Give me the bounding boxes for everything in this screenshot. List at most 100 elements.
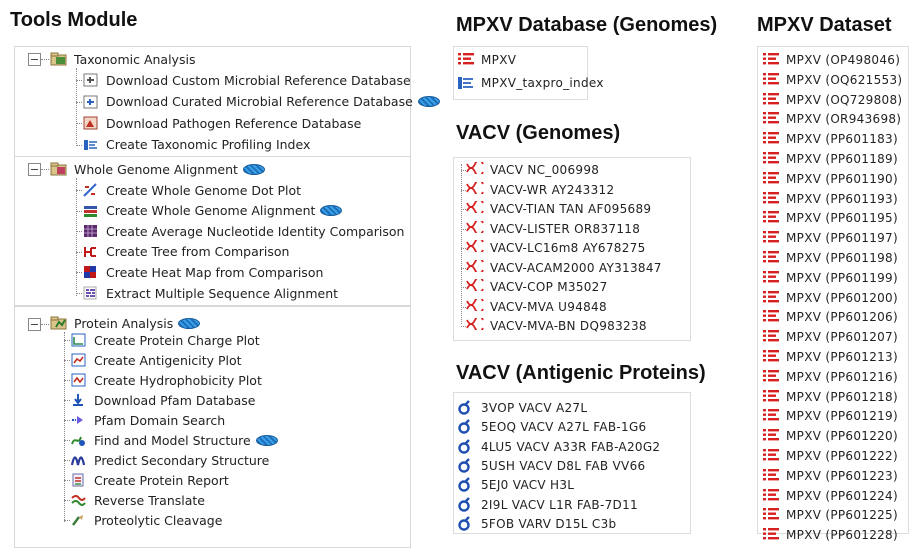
tool-item-find-and-model-structure[interactable]: Find and Model Structure [70,430,278,450]
item-label: MPXV (PP601195) [786,211,898,226]
dataset-item-mpxv-pp601190[interactable]: MPXV (PP601190) [762,169,898,189]
dataset-item-mpxv-pp601197[interactable]: MPXV (PP601197) [762,228,898,248]
vacv-antigenic-heading: VACV (Antigenic Proteins) [456,362,706,384]
dataset-item-mpxv-pp601200[interactable]: MPXV (PP601200) [762,288,898,308]
sequence-list-icon [762,448,780,464]
protein-item-5fob-varv-d15l-c3b[interactable]: 5FOB VARV D15L C3b [457,514,616,534]
dataset-item-mpxv-pp601189[interactable]: MPXV (PP601189) [762,149,898,169]
dataset-item-mpxv-pp601213[interactable]: MPXV (PP601213) [762,347,898,367]
tool-item-create-taxonomic-profiling-index[interactable]: Create Taxonomic Profiling Index [82,135,310,155]
download-database-icon [82,72,100,88]
genome-item-vacv-lister-or837118[interactable]: VACV-LISTER OR837118 [466,217,640,239]
tool-item-create-protein-report[interactable]: Create Protein Report [70,470,229,490]
item-label: VACV-WR AY243312 [490,182,615,197]
tool-label: Find and Model Structure [94,432,251,448]
vacv-genomes-heading: VACV (Genomes) [456,122,621,144]
dataset-item-mpxv-pp601193[interactable]: MPXV (PP601193) [762,189,898,209]
dataset-item-mpxv-oq729808[interactable]: MPXV (OQ729808) [762,90,902,110]
tool-item-download-curated-microbial-reference-database[interactable]: Download Curated Microbial Reference Dat… [82,92,440,112]
protein-item-3vop-vacv-a27l[interactable]: 3VOP VACV A27L [457,398,587,418]
tool-item-download-pathogen-reference-database[interactable]: Download Pathogen Reference Database [82,113,361,133]
genome-item-vacv-mva-bn-dq983238[interactable]: VACV-MVA-BN DQ983238 [466,315,647,336]
dataset-item-mpxv-pp601218[interactable]: MPXV (PP601218) [762,387,898,407]
dataset-item-mpxv-pp601183[interactable]: MPXV (PP601183) [762,129,898,149]
tool-item-download-pfam-database[interactable]: Download Pfam Database [70,390,256,410]
sequence-list-icon [762,329,780,345]
item-label: MPXV (PP601189) [786,152,898,166]
tool-item-predict-secondary-structure[interactable]: Predict Secondary Structure [70,450,269,470]
dataset-item-mpxv-pp601207[interactable]: MPXV (PP601207) [762,327,898,347]
item-label: VACV-MVA U94848 [490,299,607,314]
hydrophobicity-plot-icon [70,372,88,388]
dataset-item-mpxv-pp601216[interactable]: MPXV (PP601216) [762,367,898,387]
item-label: VACV-LC16m8 AY678275 [490,241,646,255]
protein-item-5eoq-vacv-a27l-fab-1g6[interactable]: 5EOQ VACV A27L FAB-1G6 [457,417,646,437]
collapse-toggle[interactable]: − [28,53,41,66]
item-label: MPXV (PP601218) [786,389,898,404]
genome-item-vacv-wr-ay243312[interactable]: VACV-WR AY243312 [466,178,615,200]
sequence-list-icon [762,171,780,187]
dataset-item-mpxv-pp601195[interactable]: MPXV (PP601195) [762,208,898,228]
tool-item-reverse-translate[interactable]: Reverse Translate [70,490,205,510]
genome-item-vacv-acam2000-ay313847[interactable]: VACV-ACAM2000 AY313847 [466,256,662,278]
sequence-list-icon [762,92,780,108]
taxonomic-index-icon [82,137,100,153]
db-item-mpxv[interactable]: MPXV [457,50,516,70]
dataset-item-mpxv-or943698[interactable]: MPXV (OR943698) [762,109,901,129]
tool-item-create-heat-map-from-comparison[interactable]: Create Heat Map from Comparison [82,262,323,282]
dna-sequence-icon [466,315,484,334]
dataset-item-mpxv-pp601206[interactable]: MPXV (PP601206) [762,307,898,327]
dataset-item-mpxv-pp601224[interactable]: MPXV (PP601224) [762,486,898,506]
tree-node-taxonomic-analysis[interactable]: Taxonomic Analysis [50,49,195,69]
genome-item-vacv-lc16m8-ay678275[interactable]: VACV-LC16m8 AY678275 [466,237,646,258]
dataset-item-mpxv-pp601222[interactable]: MPXV (PP601222) [762,446,898,466]
cloud-icon [178,317,201,329]
genome-item-vacv-cop-m35027[interactable]: VACV-COP M35027 [466,276,608,297]
protein-item-5ej0-vacv-h3l[interactable]: 5EJ0 VACV H3L [457,475,574,495]
protein-item-2i9l-vacv-l1r-fab-7d11[interactable]: 2I9L VACV L1R FAB-7D11 [457,495,638,515]
item-label: VACV-MVA-BN DQ983238 [490,319,647,333]
collapse-toggle[interactable]: − [28,318,41,331]
sequence-list-icon [762,488,780,504]
tool-label: Create Whole Genome Alignment [106,203,316,219]
tool-item-extract-multiple-sequence-alignment[interactable]: Extract Multiple Sequence Alignment [82,283,338,303]
dataset-item-mpxv-oq621553[interactable]: MPXV (OQ621553) [762,70,902,90]
dataset-item-mpxv-op498046[interactable]: MPXV (OP498046) [762,50,900,70]
tool-item-create-tree-from-comparison[interactable]: Create Tree from Comparison [82,242,289,262]
genome-item-vacv-mva-u94848[interactable]: VACV-MVA U94848 [466,295,607,317]
tool-label: Download Pathogen Reference Database [106,115,362,131]
dataset-item-mpxv-pp601219[interactable]: MPXV (PP601219) [762,406,898,426]
tool-item-proteolytic-cleavage[interactable]: Proteolytic Cleavage [70,510,222,530]
tool-item-create-average-nucleotide-identity-comparison[interactable]: Create Average Nucleotide Identity Compa… [82,221,404,241]
collapse-toggle[interactable]: − [28,163,41,176]
tool-item-pfam-domain-search[interactable]: Pfam Domain Search [70,410,225,430]
item-label: 5USH VACV D8L FAB VV66 [481,458,646,473]
genome-item-vacv-tian-tan-af095689[interactable]: VACV-TIAN TAN AF095689 [466,198,651,219]
tool-item-create-protein-charge-plot[interactable]: Create Protein Charge Plot [70,330,260,350]
tree-node-whole-genome-alignment[interactable]: Whole Genome Alignment [50,159,265,179]
dataset-item-mpxv-pp601228[interactable]: MPXV (PP601228) [762,525,898,545]
vacv-antigenic-panel [453,392,691,534]
tool-item-create-whole-genome-alignment[interactable]: Create Whole Genome Alignment [82,201,343,221]
sequence-list-icon [762,408,780,424]
tool-item-create-antigenicity-plot[interactable]: Create Antigenicity Plot [70,350,242,370]
tree-node-protein-analysis[interactable]: Protein Analysis [50,313,201,333]
tool-item-create-hydrophobicity-plot[interactable]: Create Hydrophobicity Plot [70,370,262,390]
protein-item-5ush-vacv-d8l-fab-vv66[interactable]: 5USH VACV D8L FAB VV66 [457,456,645,476]
db-item-mpxv-taxpro-index[interactable]: MPXV_taxpro_index [457,73,604,93]
genome-item-vacv-nc-006998[interactable]: VACV NC_006998 [466,159,599,180]
tools-module-heading: Tools Module [10,9,138,31]
tool-item-create-whole-genome-dot-plot[interactable]: Create Whole Genome Dot Plot [82,180,301,200]
sequence-list-icon [762,72,780,88]
sequence-list-icon [762,250,780,266]
dataset-item-mpxv-pp601220[interactable]: MPXV (PP601220) [762,426,898,446]
tool-item-download-custom-microbial-reference-database[interactable]: Download Custom Microbial Reference Data… [82,70,411,90]
dataset-item-mpxv-pp601225[interactable]: MPXV (PP601225) [762,505,898,525]
protein-structure-icon [457,458,475,474]
dataset-item-mpxv-pp601199[interactable]: MPXV (PP601199) [762,268,898,288]
dataset-item-mpxv-pp601223[interactable]: MPXV (PP601223) [762,466,898,486]
structure-model-icon [70,432,88,448]
dataset-item-mpxv-pp601198[interactable]: MPXV (PP601198) [762,248,898,268]
item-label: 5FOB VARV D15L C3b [481,516,617,531]
protein-item-4lu5-vacv-a33r-fab-a20g2[interactable]: 4LU5 VACV A33R FAB-A20G2 [457,437,660,457]
